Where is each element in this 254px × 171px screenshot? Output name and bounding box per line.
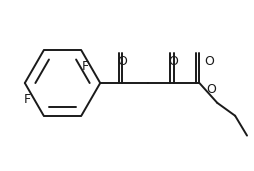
Text: F: F (82, 60, 89, 73)
Text: O: O (206, 83, 216, 96)
Text: O: O (169, 55, 179, 68)
Text: O: O (204, 55, 214, 68)
Text: O: O (117, 55, 127, 68)
Text: F: F (24, 93, 31, 106)
